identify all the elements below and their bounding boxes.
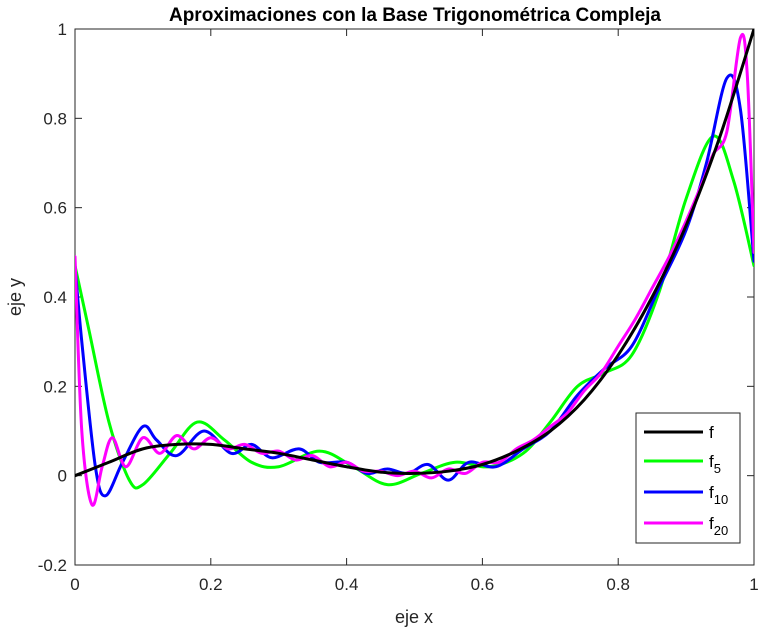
x-tick-label: 1 [749, 575, 758, 594]
legend-entry-f5-label: f5 [709, 452, 721, 476]
x-tick-label: 0.2 [199, 575, 223, 594]
y-tick-label: -0.2 [38, 556, 67, 575]
x-axis-label: eje x [395, 607, 433, 627]
series-layer [75, 29, 754, 507]
legend-entry-f-label: f [709, 423, 714, 442]
series-f-line [75, 29, 754, 478]
y-tick-label: 0.8 [43, 109, 67, 128]
chart-title: Aproximaciones con la Base Trigonométric… [169, 5, 661, 26]
x-tick-label: 0 [70, 575, 79, 594]
axis-tick-labels: 0 0.2 0.4 0.6 0.8 1-0.200.20.40.60.81 [38, 20, 758, 594]
y-tick-label: 0.6 [43, 199, 67, 218]
y-tick-label: 0 [58, 467, 67, 486]
legend-box [635, 412, 741, 544]
y-tick-label: 1 [58, 20, 67, 39]
series-f10-line [75, 73, 754, 498]
series-f20-line [75, 32, 754, 507]
x-tick-label: 0.6 [471, 575, 495, 594]
y-tick-label: 0.2 [43, 377, 67, 396]
y-axis-label: eje y [5, 278, 25, 316]
x-tick-label: 0.8 [606, 575, 630, 594]
y-tick-label: 0.4 [43, 288, 67, 307]
x-tick-label: 0.4 [335, 575, 359, 594]
